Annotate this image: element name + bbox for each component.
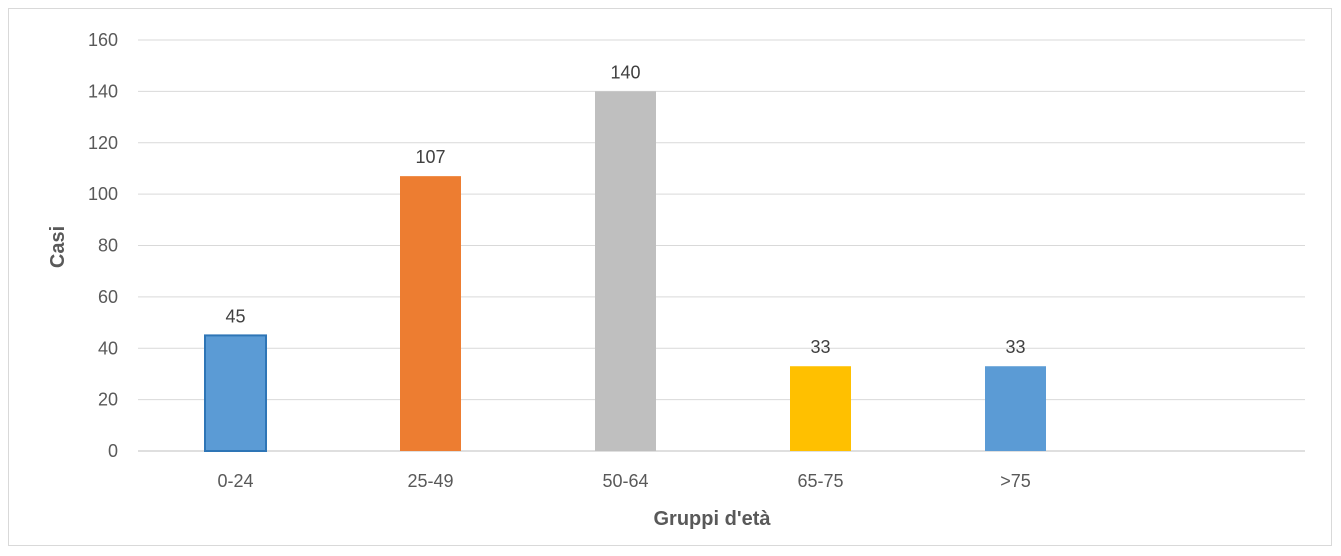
bar — [204, 334, 267, 452]
x-axis-title: Gruppi d'età — [654, 508, 772, 530]
y-tick-label: 0 — [108, 441, 118, 461]
chart-frame — [8, 8, 1332, 546]
gridlines — [138, 39, 1305, 452]
x-tick-label: 50-64 — [602, 471, 648, 491]
bar — [400, 176, 461, 452]
y-tick-label: 20 — [98, 390, 118, 410]
y-tick-label: 160 — [88, 30, 118, 50]
y-tick-label: 100 — [88, 184, 118, 204]
bar — [790, 366, 851, 451]
y-tick-label: 120 — [88, 133, 118, 153]
data-labels: 45 107 140 33 33 — [225, 62, 1025, 357]
y-tick-label: 40 — [98, 338, 118, 358]
bars — [204, 91, 1046, 452]
data-label: 33 — [1005, 337, 1025, 357]
data-label: 33 — [810, 337, 830, 357]
y-tick-label: 140 — [88, 81, 118, 101]
y-tick-labels: 0 20 40 60 80 100 120 140 160 — [88, 30, 118, 461]
x-tick-label: 25-49 — [407, 471, 453, 491]
data-label: 107 — [415, 147, 445, 167]
y-axis-title: Casi — [47, 226, 69, 268]
data-label: 140 — [610, 62, 640, 82]
y-tick-label: 80 — [98, 236, 118, 256]
bar — [985, 366, 1046, 451]
x-tick-label: 65-75 — [797, 471, 843, 491]
bar — [595, 91, 656, 451]
y-tick-label: 60 — [98, 287, 118, 307]
x-tick-label: 0-24 — [217, 471, 253, 491]
x-tick-label: >75 — [1000, 471, 1031, 491]
data-label: 45 — [225, 306, 245, 326]
x-tick-labels: 0-24 25-49 50-64 65-75 >75 — [217, 471, 1030, 491]
